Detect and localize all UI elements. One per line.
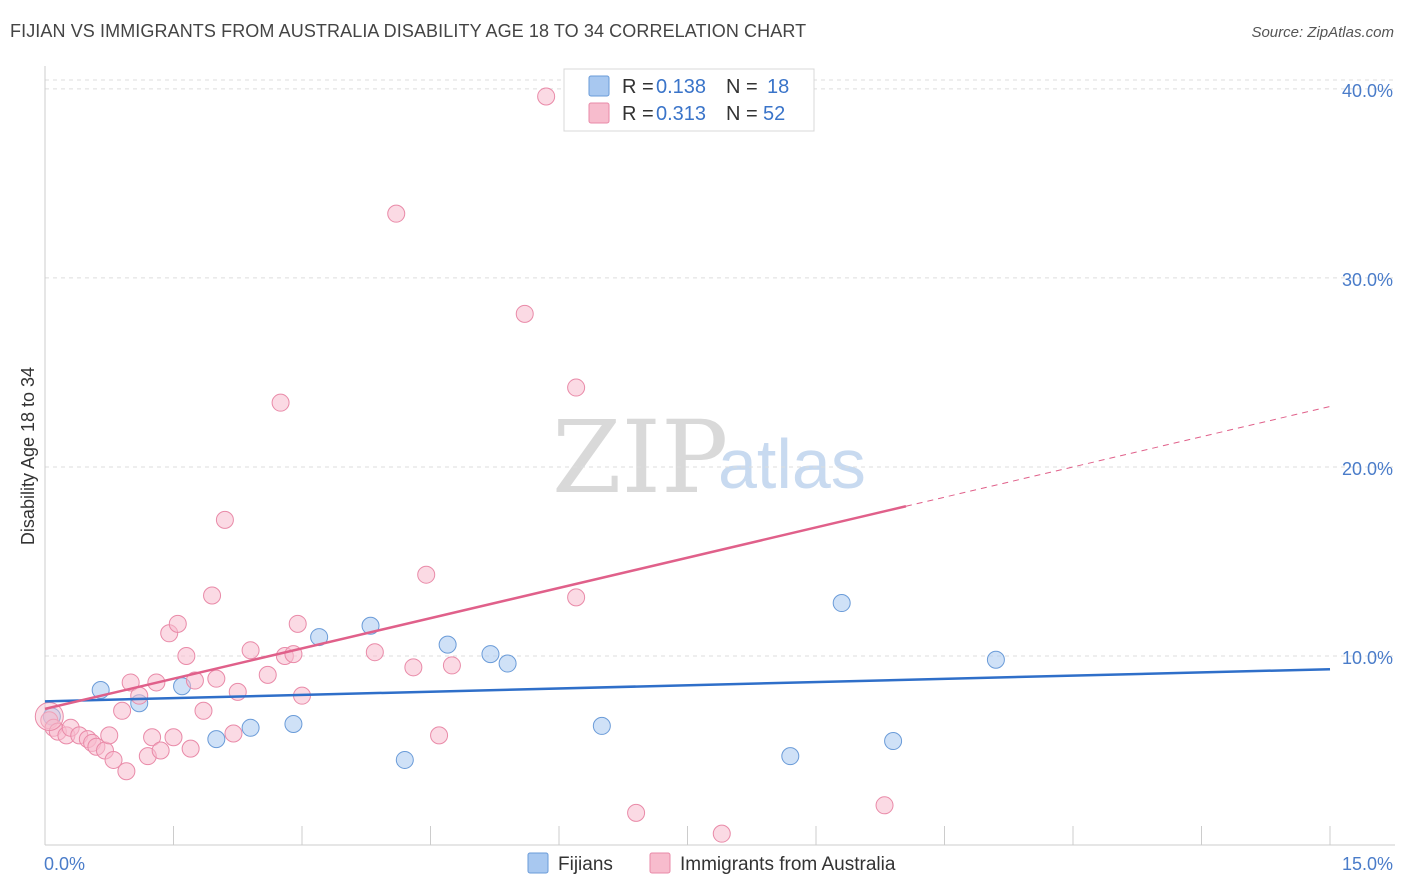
immigrant-point [117, 762, 136, 781]
fijian-point [481, 645, 500, 664]
immigrant-point [712, 824, 731, 843]
immigrant-point [430, 726, 449, 745]
immigrant-point [151, 741, 170, 760]
immigrant-point [567, 378, 586, 397]
immigrant-point [104, 750, 123, 769]
immigrant-point [442, 656, 461, 675]
axes [44, 66, 1395, 846]
legend-n-value-fijians: 18 [767, 76, 789, 98]
immigrant-point [181, 739, 200, 758]
immigrant-point [130, 686, 149, 705]
immigrant-point [168, 614, 187, 633]
fijian-point [832, 594, 851, 613]
correlation-legend: R = 0.138 N = 18 R = 0.313 N = 52 [563, 68, 815, 132]
fijian-point [592, 716, 611, 735]
chart-source: Source: ZipAtlas.com [1251, 24, 1394, 41]
legend-n-value-immigrants: 52 [763, 103, 785, 125]
legend-swatch-fijians [588, 75, 610, 97]
gridlines [45, 79, 1395, 657]
immigrant-trend-line [44, 505, 907, 711]
immigrant-point [241, 641, 260, 660]
fijian-point [438, 635, 457, 654]
watermark-zip: ZIP [552, 399, 728, 516]
immigrant-point [567, 588, 586, 607]
x-tick-label: 0.0% [44, 854, 85, 874]
y-tick-label: 20.0% [1342, 459, 1393, 479]
immigrant-trend-extension [905, 405, 1331, 507]
legend-n-label-immigrants: N = [726, 103, 758, 125]
fijian-point [884, 732, 903, 751]
fijian-point [395, 750, 414, 769]
fijian-point [284, 715, 303, 734]
y-axis-title: Disability Age 18 to 34 [18, 367, 38, 545]
immigrant-point [185, 671, 204, 690]
y-tick-label: 40.0% [1342, 81, 1393, 101]
immigrant-point [143, 728, 162, 747]
immigrant-point [515, 304, 534, 323]
legend-r-label-fijians: R = [622, 76, 654, 98]
y-tick-label: 30.0% [1342, 270, 1393, 290]
fijian-point [361, 616, 380, 635]
fijian-point [207, 730, 226, 749]
immigrant-point [224, 724, 243, 743]
legend-r-value-immigrants: 0.313 [656, 103, 706, 125]
bottom-legend-swatch-immigrants [649, 852, 671, 874]
immigrant-point [100, 726, 119, 745]
legend-n-label-fijians: N = [726, 76, 758, 98]
chart-title: FIJIAN VS IMMIGRANTS FROM AUSTRALIA DISA… [10, 21, 807, 41]
legend-r-value-fijians: 0.138 [656, 76, 706, 98]
immigrant-point [537, 87, 556, 106]
legend-r-label-immigrants: R = [622, 103, 654, 125]
fijian-point [781, 747, 800, 766]
immigrant-point [875, 796, 894, 815]
watermark-atlas: atlas [718, 425, 866, 503]
tick-labels: 10.0% 20.0% 30.0% 40.0% 0.0% 15.0% [44, 81, 1393, 874]
immigrant-point [365, 643, 384, 662]
immigrant-point [203, 586, 222, 605]
immigrant-point [207, 669, 226, 688]
bottom-legend-swatch-fijians [527, 852, 549, 874]
immigrant-point [215, 510, 234, 529]
series-legend: Fijians Immigrants from Australia [527, 852, 896, 875]
immigrant-point [404, 658, 423, 677]
trend-lines [44, 405, 1331, 711]
immigrant-point [271, 393, 290, 412]
immigrant-point [288, 614, 307, 633]
immigrant-point [194, 701, 213, 720]
immigrant-point [258, 665, 277, 684]
legend-swatch-immigrants [588, 102, 610, 124]
immigrant-point [113, 701, 132, 720]
immigrant-point [177, 646, 196, 665]
fijian-point [498, 654, 517, 673]
fijian-point [986, 650, 1005, 669]
immigrant-point [164, 728, 183, 747]
immigrant-point [387, 204, 406, 223]
bottom-legend-label-immigrants: Immigrants from Australia [680, 854, 896, 875]
bottom-legend-label-fijians: Fijians [558, 854, 613, 875]
immigrant-point [627, 803, 646, 822]
fijian-trend-line [44, 667, 1331, 703]
fijian-point [241, 718, 260, 737]
immigrant-point [417, 565, 436, 584]
y-tick-label: 10.0% [1342, 648, 1393, 668]
x-tick-label: 15.0% [1342, 854, 1393, 874]
